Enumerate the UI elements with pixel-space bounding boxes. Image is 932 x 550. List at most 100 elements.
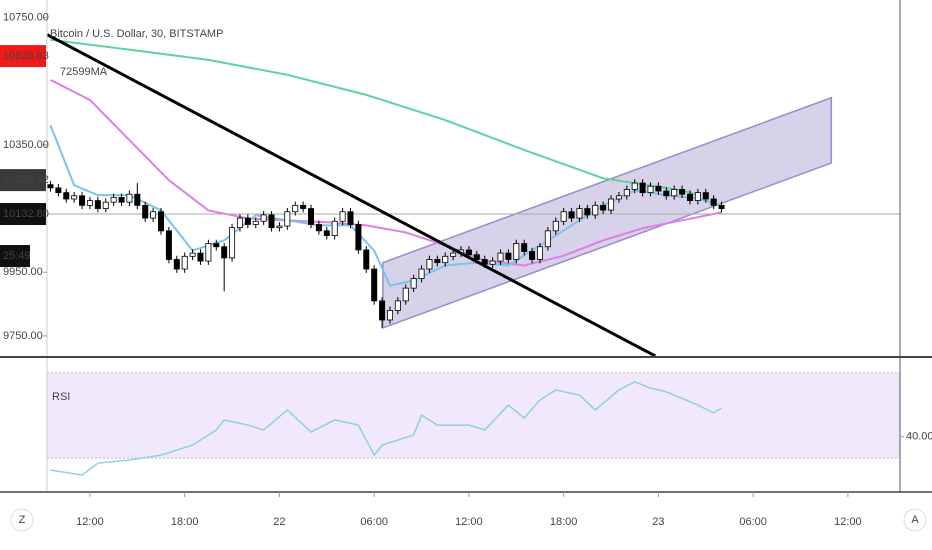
y-tick-label: 9950.00: [3, 266, 43, 278]
candle-body: [560, 211, 567, 222]
candle-body: [315, 224, 322, 232]
price-label-box: [0, 203, 46, 226]
x-tick-label: 12:00: [455, 516, 483, 528]
indicator-label: 72599MA: [60, 66, 108, 78]
candle-body: [134, 193, 141, 206]
candle-body: [284, 211, 291, 227]
a-button-label[interactable]: A: [911, 514, 919, 526]
z-button-label[interactable]: Z: [19, 514, 26, 526]
candle-body: [386, 310, 393, 321]
candle-body: [94, 200, 101, 209]
candle-body: [260, 214, 267, 222]
candle-body: [671, 189, 678, 197]
candle-body: [473, 254, 480, 260]
candle-body: [197, 252, 204, 262]
y-tick-label: 10750.00: [3, 11, 49, 23]
candle-body: [142, 204, 149, 219]
candle-body: [489, 260, 496, 265]
candle-body: [268, 214, 275, 229]
candle-body: [252, 220, 259, 225]
candle-body: [181, 255, 188, 270]
candle-body: [552, 220, 559, 232]
countdown: 25:49: [3, 250, 31, 262]
candle-body: [497, 252, 504, 262]
candle-body: [379, 300, 386, 321]
candle-body: [47, 184, 54, 189]
a-button[interactable]: [903, 508, 927, 532]
price-label-box: [0, 169, 46, 192]
candle-body: [576, 208, 583, 219]
candle-body: [600, 204, 607, 211]
rsi-title: RSI: [52, 391, 70, 403]
candle-body: [308, 208, 315, 225]
candle-body: [292, 204, 299, 213]
candle-body: [363, 249, 370, 270]
y-tick-label: 10350.00: [3, 139, 49, 151]
candle-body: [86, 200, 93, 206]
x-tick-label: 12:00: [834, 516, 862, 528]
candle-body: [639, 182, 646, 194]
price-label: 10239.32: [3, 174, 49, 186]
candle-body: [339, 211, 346, 222]
candle-body: [465, 249, 472, 256]
countdown-box: [0, 245, 30, 268]
candle-body: [394, 300, 401, 311]
candle-body: [663, 190, 670, 197]
candle-body: [426, 259, 433, 270]
moving-average: [50, 79, 722, 267]
candle-body: [331, 220, 338, 237]
candle-body: [189, 252, 196, 257]
candle-body: [63, 192, 70, 200]
candle-body: [694, 192, 701, 201]
main-pane: [47, 33, 900, 356]
rsi-band: [47, 372, 900, 459]
candle-body: [513, 243, 520, 260]
candle-body: [79, 195, 86, 206]
candle-body: [323, 230, 330, 237]
candle-body: [71, 195, 78, 200]
x-tick-label: 06:00: [360, 516, 388, 528]
candle-body: [442, 255, 449, 264]
candle-body: [521, 243, 528, 252]
price-label: 10132.80: [3, 208, 49, 220]
candle-body: [150, 211, 157, 219]
moving-average: [50, 38, 699, 197]
candle-body: [623, 189, 630, 197]
candle-body: [544, 230, 551, 248]
trend-line: [47, 33, 656, 356]
candle-body: [529, 251, 536, 260]
candle-body: [229, 227, 236, 259]
candle-body: [158, 211, 165, 232]
candle-body: [410, 278, 417, 289]
price-label-box: [0, 45, 46, 68]
x-tick-label: 12:00: [76, 516, 104, 528]
candle-body: [371, 268, 378, 302]
candle-body: [126, 193, 133, 203]
candle-body: [213, 243, 220, 248]
candle-body: [568, 211, 575, 219]
z-button[interactable]: [10, 508, 34, 532]
candle-body: [718, 204, 725, 209]
candle-body: [615, 195, 622, 200]
candle-body: [347, 211, 354, 225]
candle-body: [402, 287, 409, 302]
candle-body: [110, 196, 117, 203]
candle-body: [355, 224, 362, 251]
candle-body: [55, 187, 62, 194]
y-tick-label: 9750.00: [3, 330, 43, 342]
y-tick-label: 40.00: [906, 431, 932, 443]
candle-body: [205, 243, 212, 262]
candle-body: [418, 268, 425, 279]
overlay: Bitcoin / U.S. Dollar, 30, BITSTAMP 7259…: [0, 0, 932, 532]
candle-body: [244, 217, 251, 225]
chart-title: Bitcoin / U.S. Dollar, 30, BITSTAMP: [50, 28, 223, 40]
candle-body: [165, 230, 172, 260]
rsi-line: [50, 381, 722, 476]
candle-body: [536, 246, 543, 260]
candle-body: [276, 225, 283, 229]
x-tick-label: 18:00: [550, 516, 578, 528]
candle-body: [584, 208, 591, 216]
candle-body: [434, 259, 441, 264]
candle-body: [236, 217, 243, 229]
